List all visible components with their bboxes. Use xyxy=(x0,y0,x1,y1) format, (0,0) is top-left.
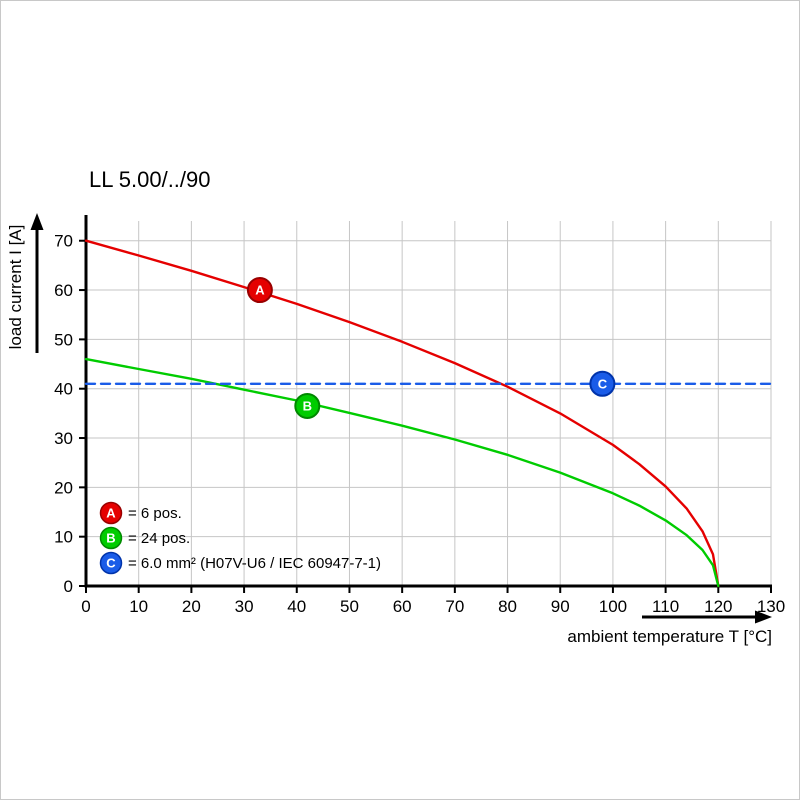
marker-C xyxy=(589,370,616,397)
curve-markers: A B C xyxy=(246,277,616,419)
x-tick-label: 20 xyxy=(182,597,201,616)
x-tick-label: 60 xyxy=(393,597,412,616)
marker-letter-A: A xyxy=(255,283,265,298)
grid-lines xyxy=(86,221,772,586)
y-tick-label: 50 xyxy=(54,330,73,349)
tick-marks xyxy=(79,239,772,593)
marker-letter-C: C xyxy=(598,376,608,391)
y-axis-arrow xyxy=(30,213,44,353)
y-tick-label: 30 xyxy=(54,429,73,448)
x-axis-arrow-head xyxy=(755,610,772,624)
legend-badge-letter-A: A xyxy=(106,506,116,521)
legend-label-A: = 6 pos. xyxy=(128,505,182,522)
y-tick-labels: 0 10 20 30 40 50 60 70 xyxy=(54,232,73,596)
legend-label-C: = 6.0 mm² (H07V-U6 / IEC 60947-7-1) xyxy=(128,555,381,572)
curve-A xyxy=(84,239,720,588)
legend-label-B: = 24 pos. xyxy=(128,530,190,547)
y-tick-label: 10 xyxy=(54,528,73,547)
y-tick-label: 0 xyxy=(64,577,73,596)
x-tick-label: 40 xyxy=(287,597,306,616)
curves xyxy=(84,239,773,588)
x-tick-label: 90 xyxy=(551,597,570,616)
legend-badge-A xyxy=(99,501,123,525)
axes xyxy=(84,215,772,588)
x-tick-label: 120 xyxy=(704,597,732,616)
x-tick-label: 110 xyxy=(652,597,679,616)
marker-A xyxy=(246,277,273,304)
x-tick-label: 50 xyxy=(340,597,359,616)
y-tick-label: 70 xyxy=(54,232,73,251)
x-tick-label: 70 xyxy=(445,597,464,616)
y-axis-label: load current I [A] xyxy=(6,225,25,350)
legend-badge-B xyxy=(99,526,123,550)
legend-badge-C xyxy=(99,551,123,575)
x-axis-arrow xyxy=(642,610,772,624)
x-tick-label: 80 xyxy=(498,597,517,616)
legend-badge-letter-B: B xyxy=(106,531,115,546)
curve-B xyxy=(84,357,720,588)
y-tick-label: 40 xyxy=(54,380,73,399)
marker-B xyxy=(294,392,321,419)
x-tick-label: 10 xyxy=(129,597,148,616)
legend-badge-letter-C: C xyxy=(106,556,116,571)
x-tick-labels: 0 10 20 30 40 50 60 70 80 90 100 110 120 130 xyxy=(81,597,785,616)
x-tick-label: 30 xyxy=(235,597,254,616)
legend: A = 6 pos. B = 24 pos. C = 6.0 mm² (H07V-U6 /… xyxy=(99,501,381,575)
x-tick-label: 0 xyxy=(81,597,90,616)
x-axis-label: ambient temperature T [°C] xyxy=(567,627,772,646)
x-tick-label: 130 xyxy=(757,597,785,616)
y-axis-arrow-head xyxy=(30,213,44,230)
y-tick-label: 60 xyxy=(54,281,73,300)
chart-title: LL 5.00/../90 xyxy=(89,167,211,192)
y-tick-label: 20 xyxy=(54,478,73,497)
x-tick-label: 100 xyxy=(599,597,627,616)
marker-letter-B: B xyxy=(303,398,312,413)
